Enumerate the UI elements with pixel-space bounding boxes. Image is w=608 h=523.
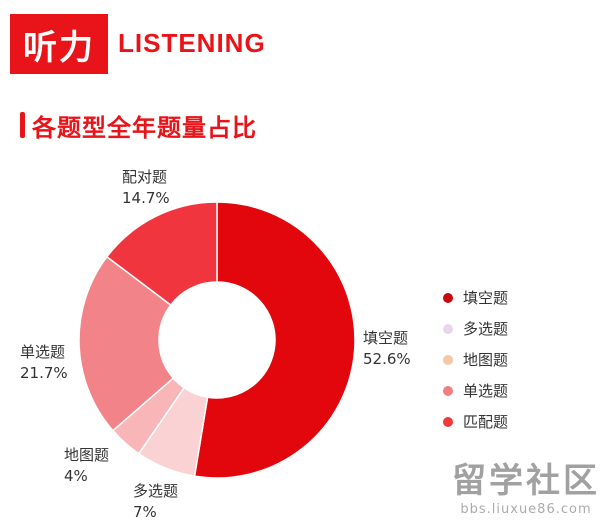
legend-label: 单选题 <box>463 382 509 400</box>
legend-dot <box>443 292 453 303</box>
slice-single-choice <box>78 255 175 432</box>
legend-dot <box>443 385 453 396</box>
slice-label-single-choice: 单选题 21.7% <box>20 343 68 382</box>
legend-label: 地图题 <box>463 351 509 369</box>
slice-matching <box>105 201 218 307</box>
slice-label-multi-choice: 多选题 7% <box>133 482 179 521</box>
legend-label: 填空题 <box>463 289 509 307</box>
slice-label-fill-blank: 填空题 52.6% <box>363 329 411 368</box>
legend-item: 多选题 <box>443 313 508 344</box>
section-badge: 听力 <box>10 14 108 74</box>
slice-label-matching: 配对题 14.7% <box>122 168 170 207</box>
legend-label: 匹配题 <box>463 413 509 431</box>
slice-label-map: 地图题 4% <box>64 446 110 485</box>
legend-item: 匹配题 <box>443 406 508 437</box>
chart-title-bar <box>20 112 25 138</box>
legend-item: 地图题 <box>443 344 508 375</box>
legend-item: 单选题 <box>443 375 508 406</box>
legend-item: 填空题 <box>443 282 508 313</box>
watermark: 留学社区 bbs.liuxue86.com <box>452 453 600 517</box>
legend-label: 多选题 <box>463 320 509 338</box>
watermark-main: 留学社区 <box>452 461 600 501</box>
chart-title: 各题型全年题量占比 <box>32 114 257 142</box>
legend-dot <box>443 354 453 365</box>
slice-fill-blank <box>193 201 356 479</box>
legend-dot <box>443 323 453 334</box>
legend-dot <box>443 416 453 427</box>
chart-legend: 填空题 多选题 地图题 单选题 匹配题 <box>443 282 508 437</box>
watermark-sub: bbs.liuxue86.com <box>460 502 592 517</box>
section-title: LISTENING <box>118 28 266 58</box>
